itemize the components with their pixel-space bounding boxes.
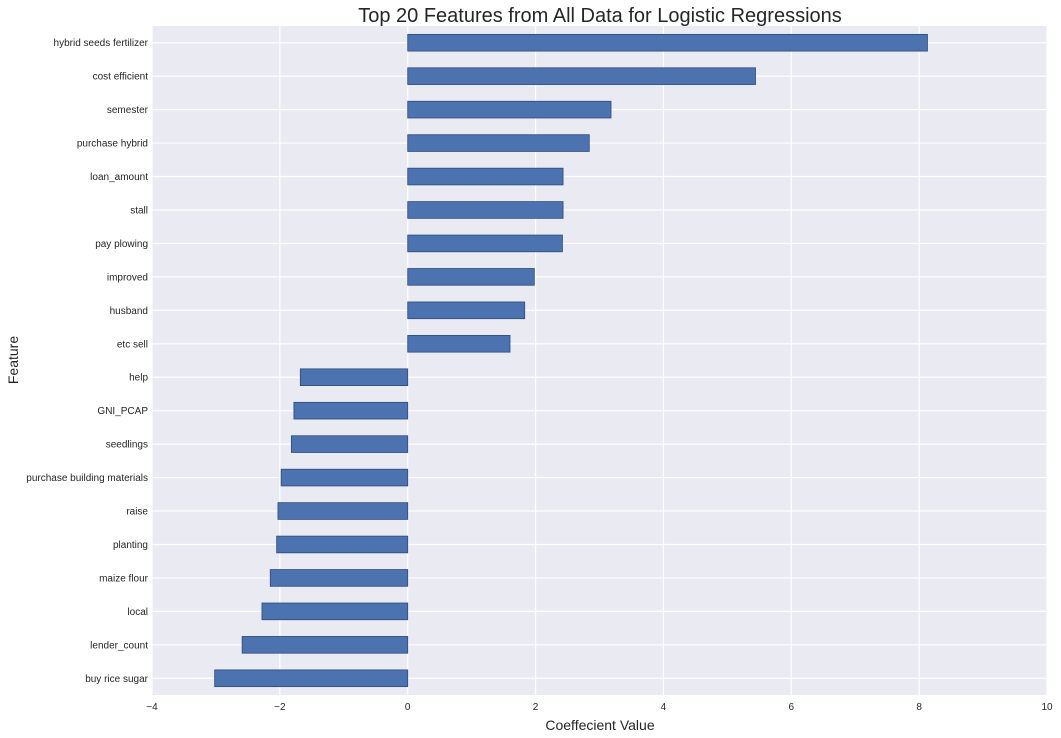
y-tick-labels: hybrid seeds fertilizer cost efficient sem… (26, 38, 148, 685)
y-tick-label: husband (110, 306, 148, 317)
bar (407, 335, 511, 353)
y-tick-label: seedlings (106, 440, 148, 451)
y-tick-label: buy rice sugar (85, 674, 148, 685)
bar (407, 134, 590, 152)
x-tick-label: −2 (274, 702, 286, 713)
y-tick-label: maize flour (99, 573, 149, 584)
y-tick-label: purchase building materials (26, 473, 148, 484)
grid-lines (151, 26, 1048, 695)
y-tick-label: raise (126, 507, 148, 518)
y-tick-label: GNI_PCAP (97, 406, 148, 417)
x-tick-label: 0 (405, 702, 411, 713)
bar (407, 268, 535, 286)
y-tick-label: lender_count (90, 640, 148, 651)
x-tick-label: 2 (533, 702, 539, 713)
bar (290, 435, 409, 453)
y-tick-label: planting (113, 540, 148, 551)
y-tick-label: semester (107, 105, 149, 116)
x-tick-label: 10 (1041, 702, 1053, 713)
bar (407, 167, 564, 186)
chart-title: Top 20 Features from All Data for Logist… (358, 5, 842, 27)
x-axis-label: Coeffecient Value (545, 717, 654, 733)
x-tick-label: 4 (661, 702, 667, 713)
y-tick-label: improved (107, 272, 148, 283)
y-tick-label: stall (130, 205, 148, 216)
y-tick-label: pay plowing (95, 239, 148, 250)
bar (407, 301, 526, 320)
bar (277, 502, 409, 520)
y-tick-label: purchase hybrid (77, 139, 148, 150)
bar (280, 468, 409, 487)
bar (407, 33, 928, 52)
bar (214, 669, 409, 688)
bar (261, 602, 409, 621)
bar (293, 401, 409, 420)
bar (407, 100, 612, 119)
y-tick-label: cost efficient (93, 72, 149, 83)
bar (276, 535, 409, 554)
bar (299, 368, 409, 386)
x-tick-label: 6 (789, 702, 795, 713)
y-tick-label: help (129, 373, 148, 384)
bar (269, 569, 409, 587)
bar (407, 234, 563, 253)
y-tick-label: local (127, 607, 148, 618)
bar (407, 201, 564, 219)
y-tick-label: hybrid seeds fertilizer (54, 38, 149, 49)
x-tick-label: −4 (146, 702, 158, 713)
plot-background (152, 26, 1047, 695)
x-tick-label: 8 (916, 702, 922, 713)
bar (241, 636, 409, 654)
bar (407, 67, 756, 85)
bars (214, 33, 928, 688)
y-tick-label: etc sell (117, 339, 148, 350)
x-tick-labels: −4 −2 0 2 4 6 8 10 (146, 702, 1053, 713)
y-tick-label: loan_amount (90, 172, 148, 183)
y-axis-label: Feature (5, 336, 21, 384)
